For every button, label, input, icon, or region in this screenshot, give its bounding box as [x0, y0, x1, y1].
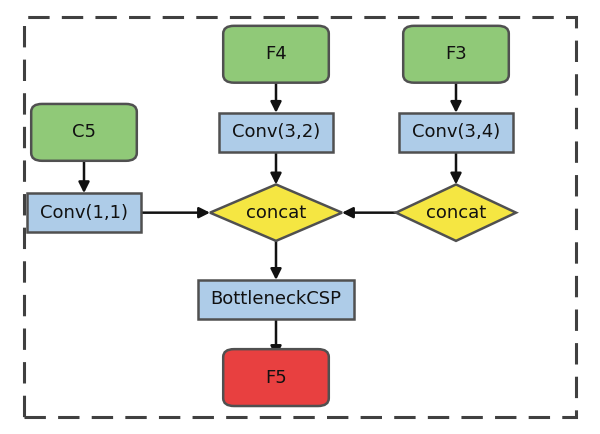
FancyBboxPatch shape: [403, 26, 509, 82]
FancyBboxPatch shape: [27, 193, 141, 232]
Text: C5: C5: [72, 123, 96, 141]
Text: F3: F3: [445, 45, 467, 63]
FancyBboxPatch shape: [223, 26, 329, 82]
FancyBboxPatch shape: [219, 113, 333, 152]
Text: BottleneckCSP: BottleneckCSP: [211, 290, 341, 309]
Text: Conv(3,2): Conv(3,2): [232, 123, 320, 141]
Polygon shape: [210, 184, 342, 241]
FancyBboxPatch shape: [399, 113, 513, 152]
Text: Conv(3,4): Conv(3,4): [412, 123, 500, 141]
Text: F5: F5: [265, 368, 287, 387]
FancyBboxPatch shape: [223, 349, 329, 406]
Text: F4: F4: [265, 45, 287, 63]
Text: concat: concat: [426, 204, 486, 222]
Text: Conv(1,1): Conv(1,1): [40, 204, 128, 222]
Text: concat: concat: [246, 204, 306, 222]
Polygon shape: [396, 184, 516, 241]
FancyBboxPatch shape: [198, 280, 354, 319]
FancyBboxPatch shape: [31, 104, 137, 161]
